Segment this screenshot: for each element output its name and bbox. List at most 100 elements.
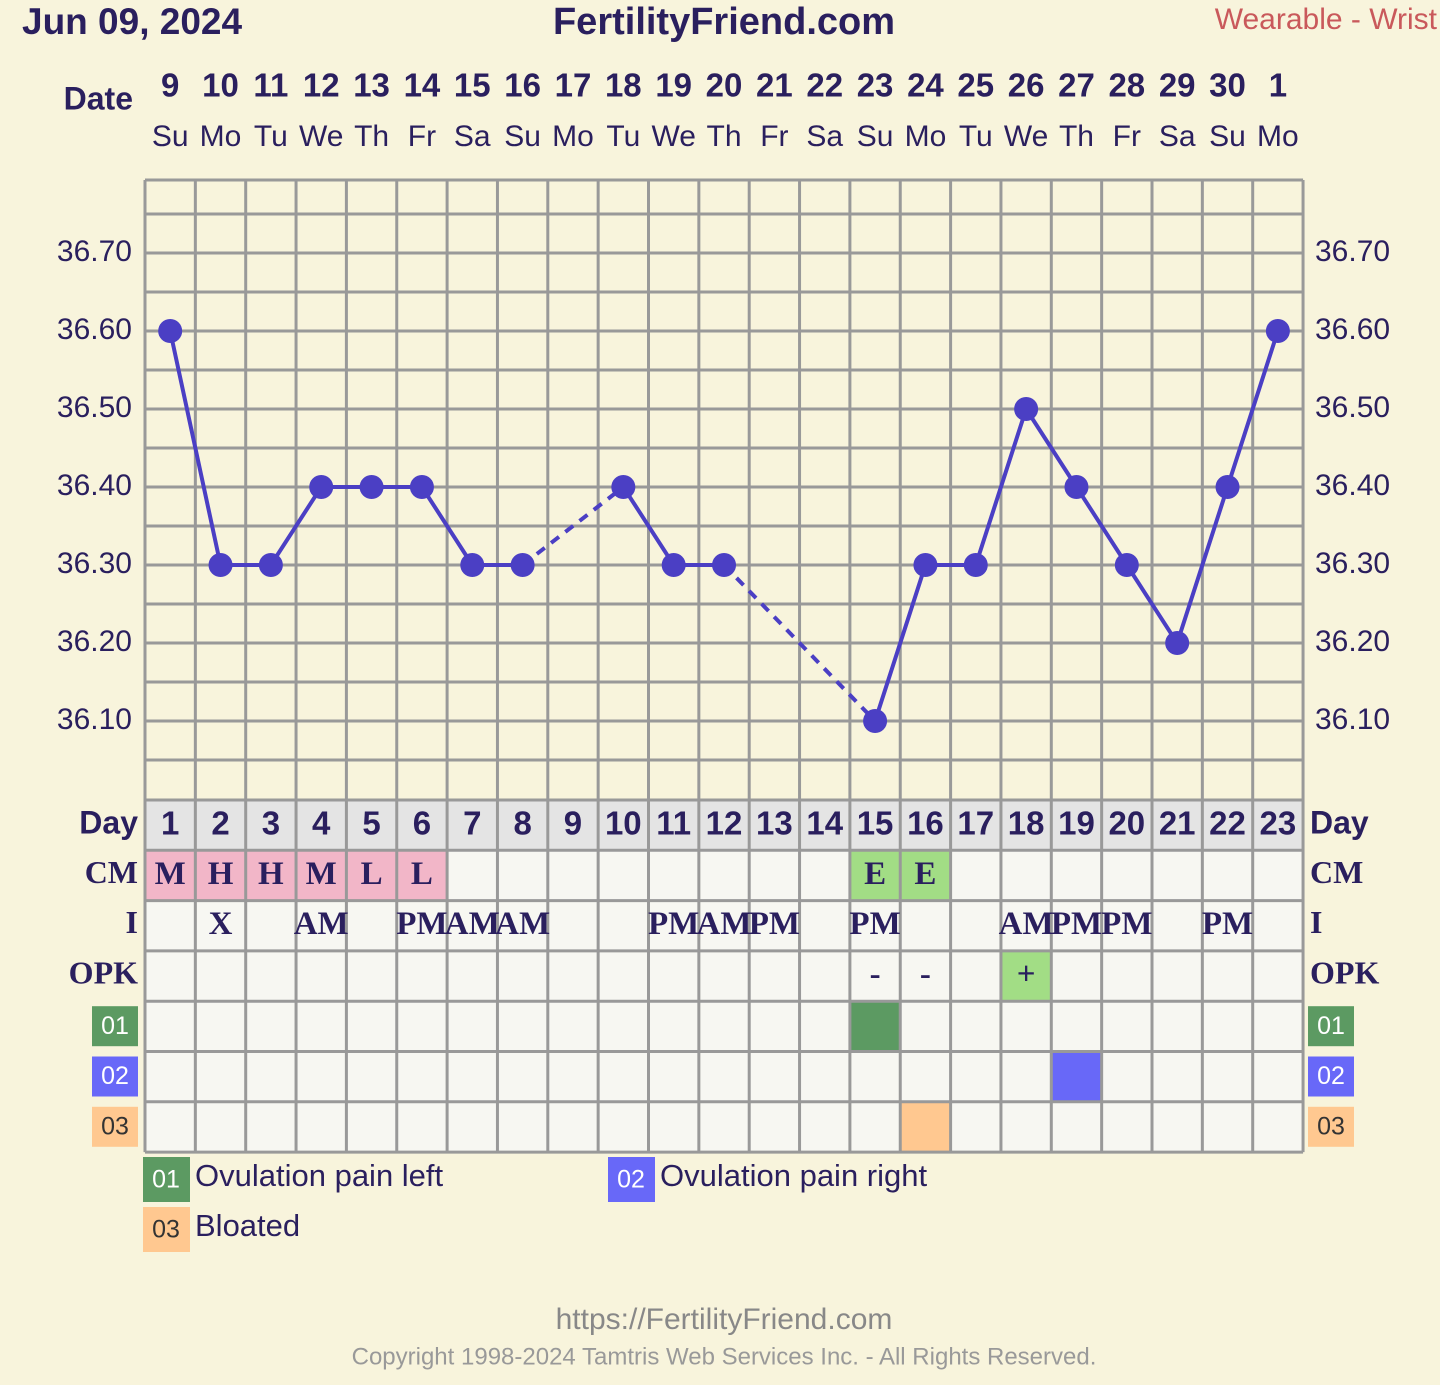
cm-value: M [155,856,186,892]
y-tick-label: 36.50 [57,391,132,424]
y2-tick-label: 36.70 [1315,235,1390,268]
y-tick-label: 36.30 [57,547,132,580]
row-label-right: CM [1310,854,1363,890]
table-row [145,1051,1304,1102]
weekday-label: We [651,120,695,153]
temperature-point [309,475,334,499]
date-label: 30 [1209,67,1246,104]
y2-tick-label: 36.30 [1315,547,1390,580]
day-number: 4 [312,805,331,842]
date-label: 19 [655,67,692,104]
table-row [145,1101,1304,1153]
date-label: 21 [756,67,793,104]
day-number: 17 [957,805,994,842]
symptom-code-box [92,1006,138,1047]
row-label: I [126,904,138,940]
y-tick-label: 36.20 [57,625,132,658]
symptom-cell [849,1001,901,1052]
footer-url: https://FertilityFriend.com [556,1303,893,1336]
legend-label: Ovulation pain left [195,1158,444,1193]
day-number: 2 [211,805,229,842]
table-row [145,950,1304,1002]
y-tick-label: 36.70 [57,235,132,268]
day-number: 20 [1108,805,1145,842]
row-label: CM [85,854,138,890]
intercourse-value: PM [648,906,699,942]
weekday-label: Mo [200,120,242,153]
intercourse-value: PM [749,906,800,942]
symptom-code-right: 01 [1317,1012,1345,1040]
weekday-label: We [1004,120,1048,153]
day-number: 21 [1159,805,1196,842]
day-number: 15 [857,805,894,842]
weekday-label: Th [354,120,389,153]
table-row [145,800,1304,851]
intercourse-value: AM [697,906,752,942]
weekday-label: Fr [408,120,436,153]
symptom-code: 01 [101,1012,129,1040]
row-label: OPK [69,954,138,990]
symptom-code-right-box [1308,1006,1354,1047]
day-number: 11 [656,805,691,842]
day-number: 22 [1209,805,1246,842]
date-label: 23 [857,67,894,104]
cm-cell [900,850,951,901]
row-label: Day [79,805,138,841]
table-row [145,900,1304,951]
symptom-code-right: 03 [1317,1112,1345,1140]
weekday-label: We [299,120,343,153]
cm-cell [396,850,448,901]
weekday-label: Su [152,120,189,153]
source: Wearable - Wrist [1215,3,1438,36]
temperature-point [1265,319,1290,343]
day-number: 23 [1260,805,1297,842]
date-label: 10 [202,67,239,104]
chart-date: Jun 09, 2024 [22,1,243,42]
temperature-point [208,553,233,577]
weekday-label: Su [1209,120,1246,153]
temperature-point [863,709,888,733]
copyright: Copyright 1998-2024 Tamtris Web Services… [352,1343,1097,1370]
weekday-label: Sa [806,120,843,153]
symptom-cell [1051,1051,1102,1102]
intercourse-value: X [209,906,233,942]
cm-value: H [258,856,284,892]
y2-tick-label: 36.20 [1315,625,1390,658]
weekday-label: Mo [552,120,594,153]
cm-cell [346,850,397,901]
temperature-point [963,553,988,577]
opk-value: - [920,956,931,992]
legend-code: 01 [152,1166,180,1194]
symptom-code-right-box [1308,1106,1354,1147]
day-number: 19 [1058,805,1095,842]
weekday-label: Tu [959,120,993,153]
cm-value: M [306,856,337,892]
symptom-cell [900,1101,951,1153]
day-number: 7 [463,805,481,842]
temperature-point [460,553,485,577]
date-label: 26 [1008,67,1045,104]
y-tick-label: 36.10 [57,703,132,736]
legend-label: Ovulation pain right [660,1158,927,1193]
date-label: 1 [1269,67,1287,104]
cm-value: L [361,856,383,892]
plot-area [145,180,1304,799]
weekday-label: Mo [905,120,947,153]
intercourse-value: PM [1051,906,1102,942]
table-row [145,1001,1304,1052]
intercourse-value: PM [1101,906,1152,942]
date-label: 22 [806,67,843,104]
weekday-label: Th [707,120,742,153]
site-title: FertilityFriend.com [553,1,895,43]
temperature-point [359,475,384,499]
cm-cell [145,850,196,901]
temperature-point [158,319,183,343]
row-label-right: OPK [1310,954,1379,990]
opk-value: - [870,956,881,992]
legend-label: Bloated [195,1208,300,1243]
symptom-code: 02 [101,1062,129,1090]
day-number: 18 [1008,805,1045,842]
y2-tick-label: 36.50 [1315,391,1390,424]
cm-value: E [864,856,886,892]
